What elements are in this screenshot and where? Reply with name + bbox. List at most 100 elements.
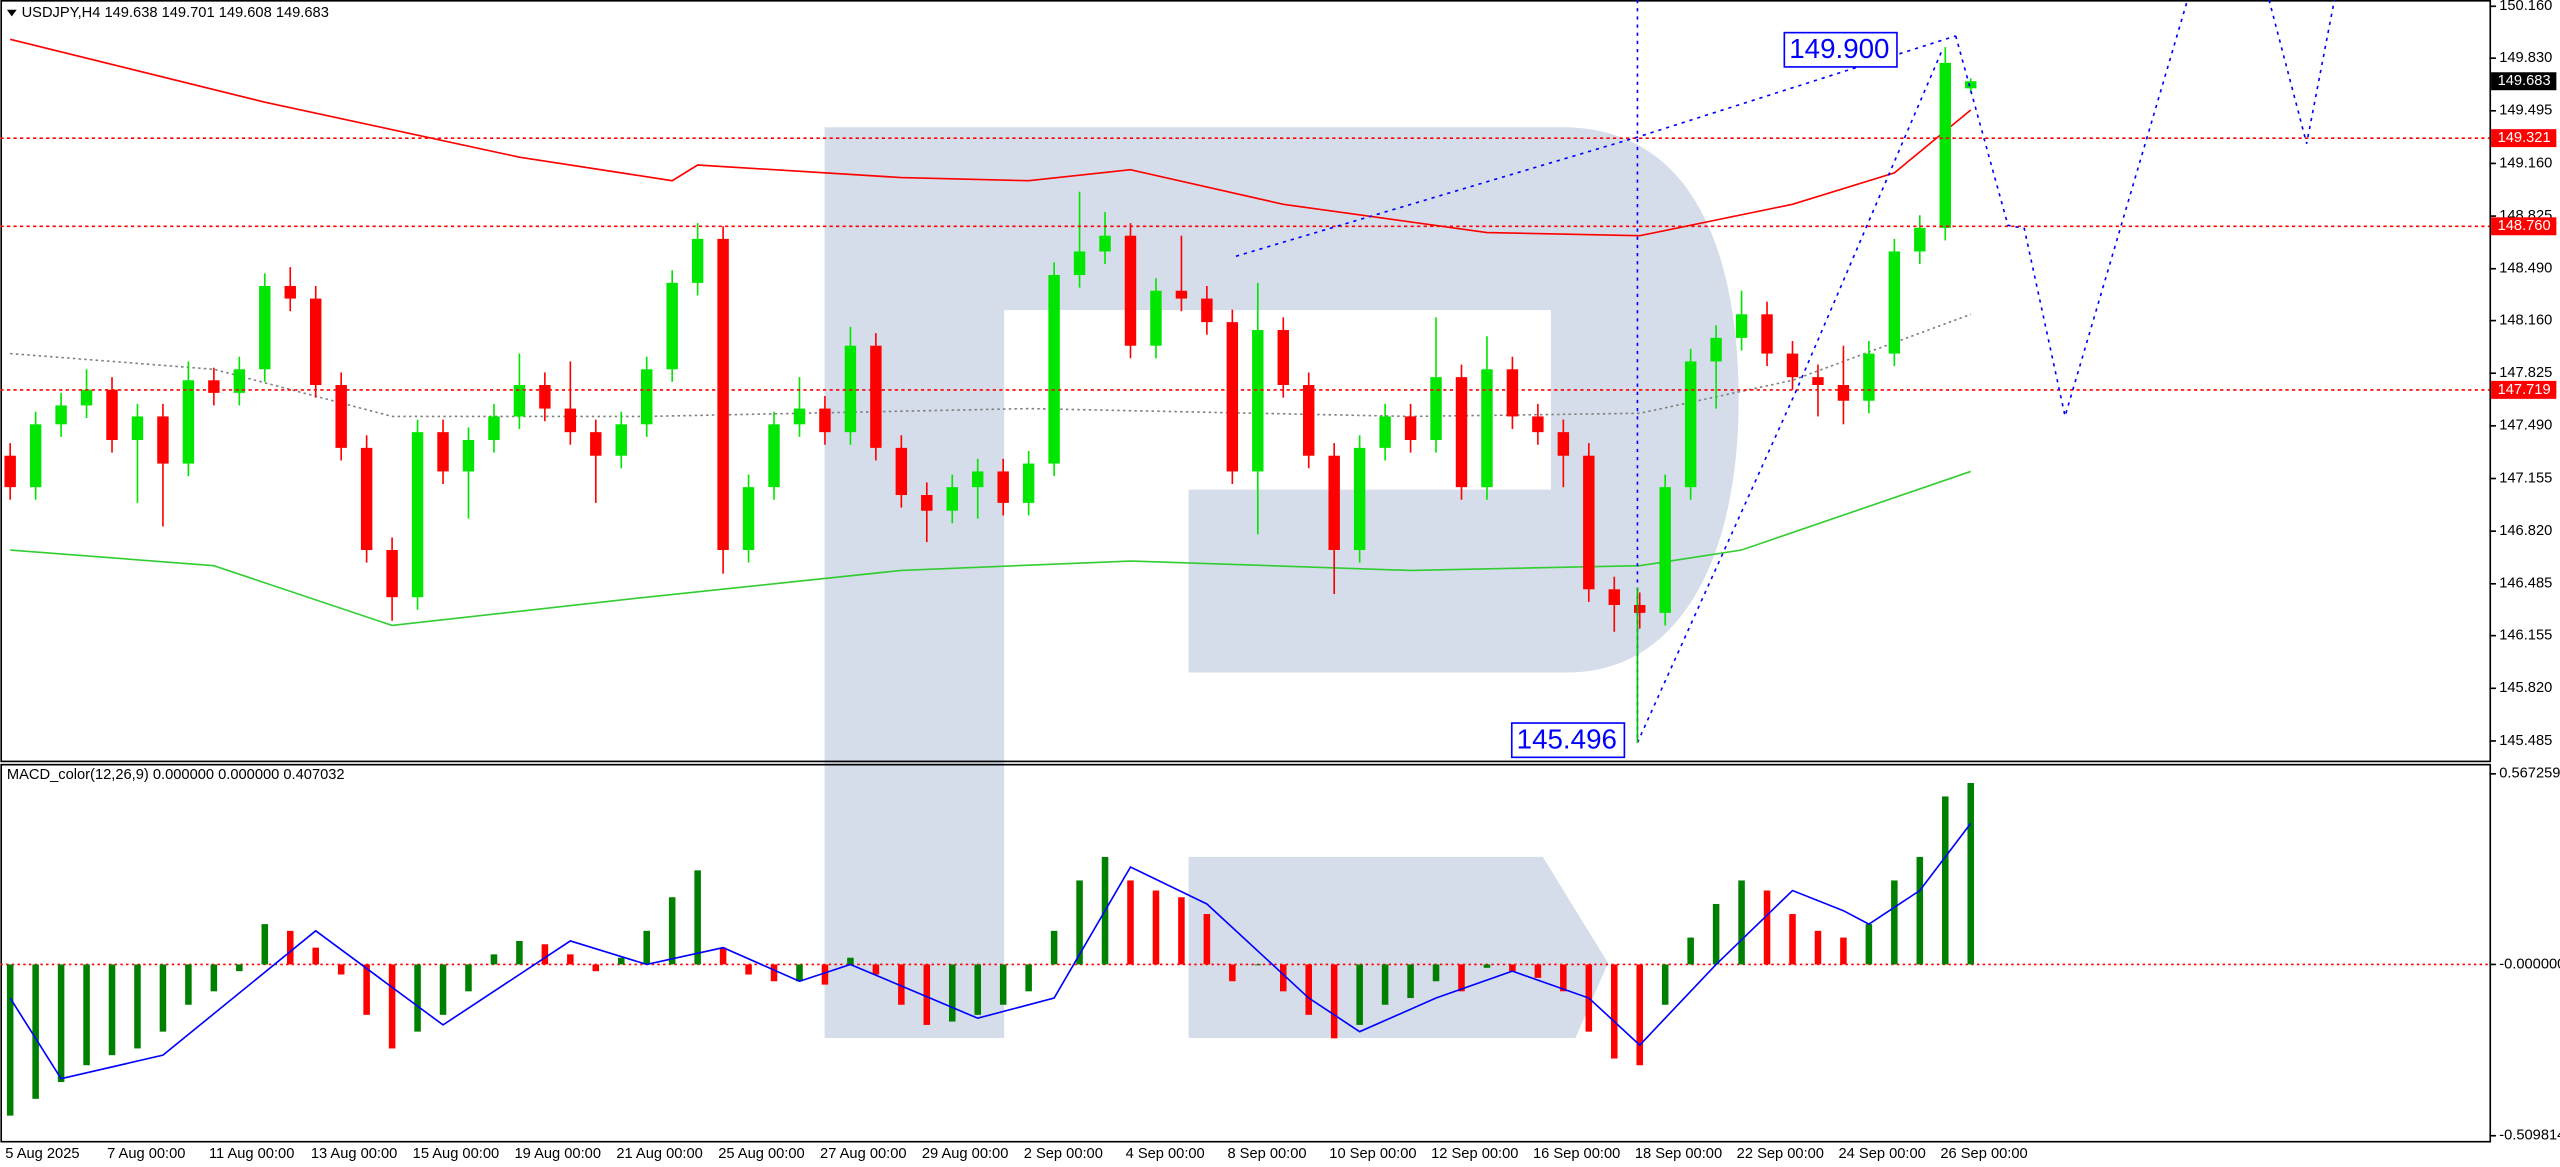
candle-body bbox=[259, 286, 271, 370]
macd-bar bbox=[1942, 796, 1949, 965]
macd-bar bbox=[1636, 964, 1643, 1066]
candle-body bbox=[157, 416, 169, 464]
macd-bar bbox=[1661, 964, 1669, 1005]
candle-body bbox=[1150, 290, 1162, 346]
x-tick-label: 24 Sep 00:00 bbox=[1839, 1146, 1926, 1162]
y-tick-label: 146.485 bbox=[2499, 576, 2552, 592]
x-tick-label: 10 Sep 00:00 bbox=[1329, 1146, 1416, 1162]
candle-body bbox=[691, 238, 704, 283]
macd-bar bbox=[1712, 903, 1720, 965]
candle-body bbox=[870, 345, 882, 448]
candle-body bbox=[55, 405, 67, 425]
last-price-label: 149.683 bbox=[2498, 73, 2551, 89]
macd-bar bbox=[1432, 964, 1440, 982]
y-tick-label: 146.155 bbox=[2499, 628, 2552, 644]
macd-bar bbox=[1254, 964, 1262, 966]
annotation-box bbox=[1510, 722, 1626, 759]
macd-bar bbox=[1381, 964, 1389, 1005]
candle-body bbox=[80, 389, 93, 406]
candle-body bbox=[1786, 353, 1799, 378]
candle-body bbox=[768, 424, 780, 488]
candle-body bbox=[1812, 377, 1824, 386]
candle-body bbox=[1761, 314, 1773, 354]
level-label-box bbox=[2491, 129, 2557, 148]
candle-body bbox=[1863, 353, 1875, 401]
macd-bar bbox=[923, 964, 931, 1025]
macd-bar bbox=[1152, 890, 1160, 965]
macd-bar bbox=[1483, 964, 1491, 968]
macd-bar bbox=[414, 964, 421, 1032]
macd-bar bbox=[1865, 924, 1873, 965]
candle-body bbox=[1634, 605, 1646, 613]
candle-body bbox=[666, 282, 678, 370]
y-tick-label: -0.509814 bbox=[2499, 1128, 2560, 1144]
x-tick-label: 25 Aug 00:00 bbox=[718, 1146, 804, 1162]
moving-average bbox=[10, 470, 1971, 627]
candle-body bbox=[1506, 369, 1519, 417]
candle-body bbox=[1481, 369, 1493, 488]
logo-leg bbox=[1188, 856, 1609, 1039]
forecast-path bbox=[2268, 0, 2336, 144]
macd-bar bbox=[159, 964, 167, 1032]
candle-body bbox=[1099, 235, 1111, 252]
y-tick-label: 147.825 bbox=[2499, 365, 2552, 381]
candle-body bbox=[1353, 447, 1366, 551]
macd-bar bbox=[592, 964, 600, 972]
macd-bar bbox=[1356, 964, 1363, 1025]
forecast: 149.900 145.496 bbox=[1235, 0, 2336, 759]
macd-bar bbox=[1891, 880, 1898, 965]
candle-body bbox=[411, 432, 424, 598]
trend-line bbox=[1235, 35, 1956, 258]
annotation: 149.900 bbox=[1789, 33, 1889, 64]
y-tick-label: 146.820 bbox=[2499, 523, 2552, 539]
candle-body bbox=[1430, 377, 1442, 441]
macd-bar bbox=[363, 964, 370, 1015]
y-tick-label: 149.830 bbox=[2499, 50, 2552, 66]
moving-average bbox=[9, 38, 1972, 237]
macd-bar bbox=[134, 964, 141, 1049]
x-tick-label: 26 Sep 00:00 bbox=[1940, 1146, 2027, 1162]
candle-body bbox=[233, 369, 246, 393]
annotation: 145.496 bbox=[1517, 723, 1617, 754]
macd-bar bbox=[567, 954, 574, 965]
level-label: 149.321 bbox=[2498, 130, 2551, 146]
logo-top bbox=[824, 127, 1739, 1039]
candle-body bbox=[4, 455, 16, 488]
candle-body bbox=[615, 424, 627, 456]
candle-body bbox=[1710, 337, 1722, 362]
candle-body bbox=[1659, 487, 1671, 613]
candle-body bbox=[590, 432, 602, 456]
candle-body bbox=[1277, 330, 1289, 386]
candle-body bbox=[1404, 416, 1417, 441]
macd-bar bbox=[1967, 783, 1974, 965]
forecast-path bbox=[1954, 0, 2189, 417]
candle-body bbox=[208, 380, 220, 393]
macd-bar bbox=[1687, 937, 1694, 965]
y-tick-label: 150.160 bbox=[2499, 0, 2552, 14]
candle-body bbox=[742, 487, 755, 551]
macd-bar bbox=[261, 924, 269, 965]
macd-bar bbox=[32, 964, 39, 1099]
candle-body bbox=[1608, 589, 1620, 606]
main-panel bbox=[0, 0, 2492, 763]
x-tick-label: 16 Sep 00:00 bbox=[1533, 1146, 1620, 1162]
macd-bar bbox=[1178, 897, 1185, 965]
x-tick-label: 18 Sep 00:00 bbox=[1635, 1146, 1722, 1162]
y-tick-label: 149.160 bbox=[2499, 155, 2552, 171]
macd-bar bbox=[1509, 964, 1516, 972]
macd-bar bbox=[821, 964, 829, 985]
macd-bar bbox=[847, 957, 854, 965]
y-tick-label: 145.485 bbox=[2499, 733, 2552, 749]
macd-bar bbox=[465, 964, 472, 992]
candle-body bbox=[360, 447, 373, 551]
y-tick-label: 0.567259 bbox=[2499, 766, 2560, 782]
candle-body bbox=[1735, 314, 1748, 338]
macd-bar bbox=[1025, 964, 1032, 992]
level-label: 148.760 bbox=[2498, 218, 2551, 234]
candle-body bbox=[1201, 298, 1213, 323]
x-tick-label: 2 Sep 00:00 bbox=[1024, 1146, 1103, 1162]
candle-body bbox=[946, 487, 958, 511]
candle-body bbox=[564, 408, 577, 433]
macd-bar bbox=[1280, 964, 1287, 992]
